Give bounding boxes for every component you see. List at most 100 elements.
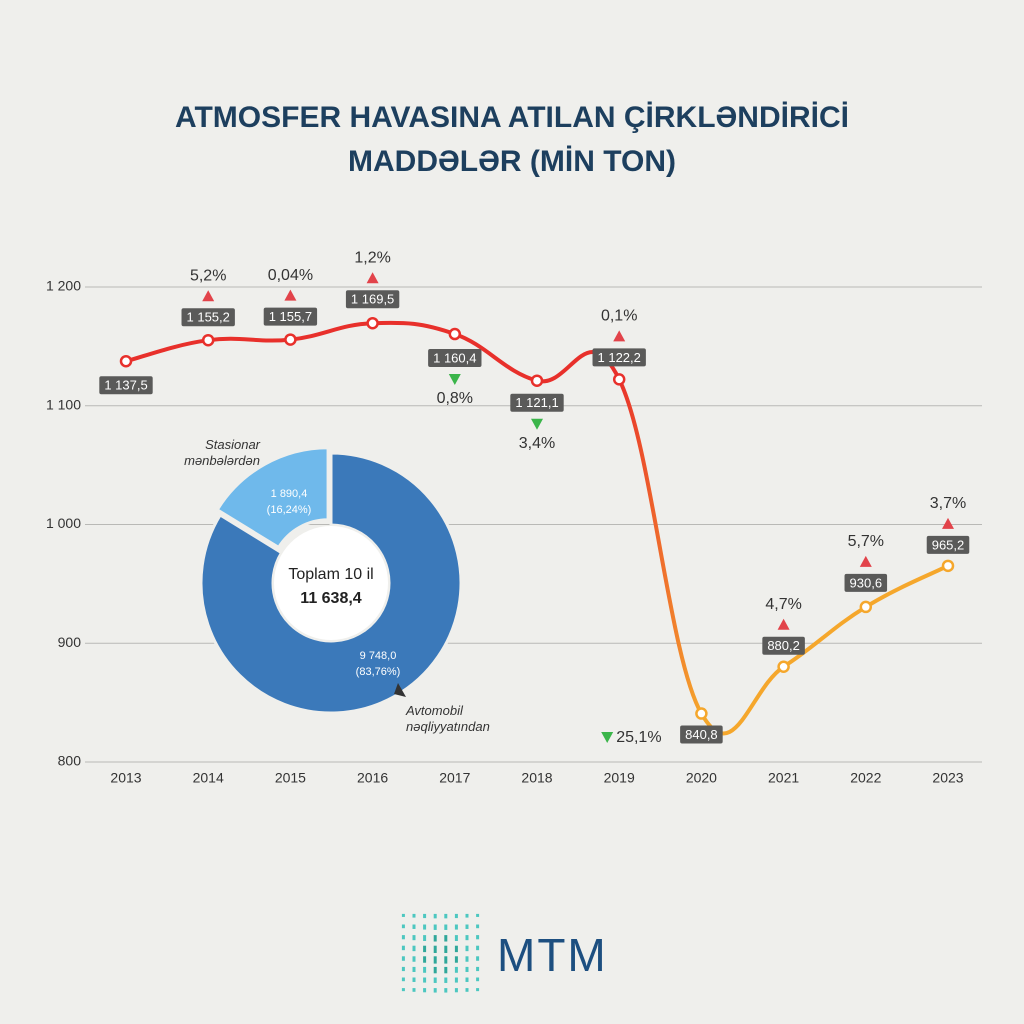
value-label: 965,2 [932,537,965,552]
data-point [777,660,790,674]
logo-dot [412,966,416,972]
center-label: Toplam 10 il [288,566,373,583]
value-label: 1 155,7 [269,309,312,324]
logo-dot [444,966,448,974]
logo-dot [401,913,405,917]
x-tick-label: 2014 [193,770,224,786]
data-point [284,333,297,346]
logo-dot [454,966,458,973]
logo-dot [423,956,427,963]
value-label: 1 121,1 [515,395,558,410]
logo-dot [433,913,437,919]
logo-icon [401,913,480,993]
logo-dot [454,945,458,953]
x-tick-label: 2015 [275,770,306,786]
value-label: 880,2 [767,638,800,653]
value-label-box [345,290,400,309]
change-label: 3,7% [930,495,966,512]
logo-dot [444,913,448,919]
pie-hole [274,526,388,640]
logo-dot [433,966,437,974]
change-arrow [601,732,614,743]
logo-dot [433,977,437,983]
data-point [201,333,215,347]
x-tick-label: 2016 [357,770,388,786]
logo-dot [433,988,437,993]
logo-dot [465,977,469,982]
logo-dot [444,924,448,930]
logo-dot [423,913,427,919]
change-arrow [531,418,543,430]
value-label-box [592,348,646,367]
y-tick-label: 1 100 [46,396,81,412]
x-tick-label: 2018 [521,770,552,786]
logo-dot [476,956,480,961]
logo-dot [423,988,427,993]
pie-percent-label: (83,76%) [356,666,401,678]
data-point [119,354,133,368]
y-tick-label: 800 [58,753,82,769]
logo-dot [412,924,416,929]
change-arrow [942,517,954,529]
data-point [612,373,626,386]
change-label: 0,04% [268,267,313,284]
value-label: 1 155,2 [187,310,230,325]
logo-dot [465,924,469,929]
logo-dot [454,956,458,963]
value-label-box [762,636,805,655]
change-label: 5,7% [848,533,884,550]
data-point [448,327,462,341]
data-point [695,707,708,720]
data-point [859,600,873,614]
pie-slice [215,446,330,550]
value-label-box [99,376,153,395]
value-label-box [926,535,970,554]
data-point [530,374,544,387]
y-tick-label: 1 000 [46,515,81,531]
x-tick-label: 2017 [439,770,470,786]
logo-dot [423,977,427,983]
logo-dot [465,945,469,952]
center-total: 11 638,4 [300,590,362,607]
logo-dot [412,945,416,952]
pie-slice [199,451,463,715]
logo-dot [476,924,480,929]
logo-dot [454,988,458,993]
x-tick-label: 2020 [686,770,717,786]
value-label: 840,8 [685,727,718,742]
logo-dot [444,988,448,993]
logo-text: MTM [497,929,608,981]
logo-dot [423,935,427,941]
logo-dot [465,966,469,972]
logo-dot [412,913,416,918]
logo-dot [401,966,405,972]
change-arrow [613,330,626,342]
value-label-box [428,349,482,368]
logo-dot [476,913,480,917]
logo-dot [401,945,405,951]
value-label-box [510,393,564,412]
change-arrow [284,289,297,301]
value-label: 930,6 [850,575,883,590]
change-label: 0,1% [601,308,637,325]
logo-dot [454,977,458,983]
logo-dot [444,956,448,964]
change-label: 5,2% [190,267,226,284]
value-label-box [680,725,723,744]
logo-dot [412,956,416,962]
value-label: 1 160,4 [433,350,476,365]
change-arrow [777,618,790,630]
logo-dot [412,977,416,982]
change-label: 1,2% [354,249,390,266]
value-label: 1 137,5 [104,378,147,393]
logo-dot [412,988,416,992]
logo-dot [433,935,437,942]
pie-value-label: 9 748,0 [360,650,397,662]
change-label: 3,4% [519,435,555,452]
value-label: 1 169,5 [351,292,394,307]
value-label-box [844,573,888,592]
change-label: 0,8% [437,390,473,407]
logo-dot [476,945,480,951]
x-tick-label: 2022 [850,770,881,786]
